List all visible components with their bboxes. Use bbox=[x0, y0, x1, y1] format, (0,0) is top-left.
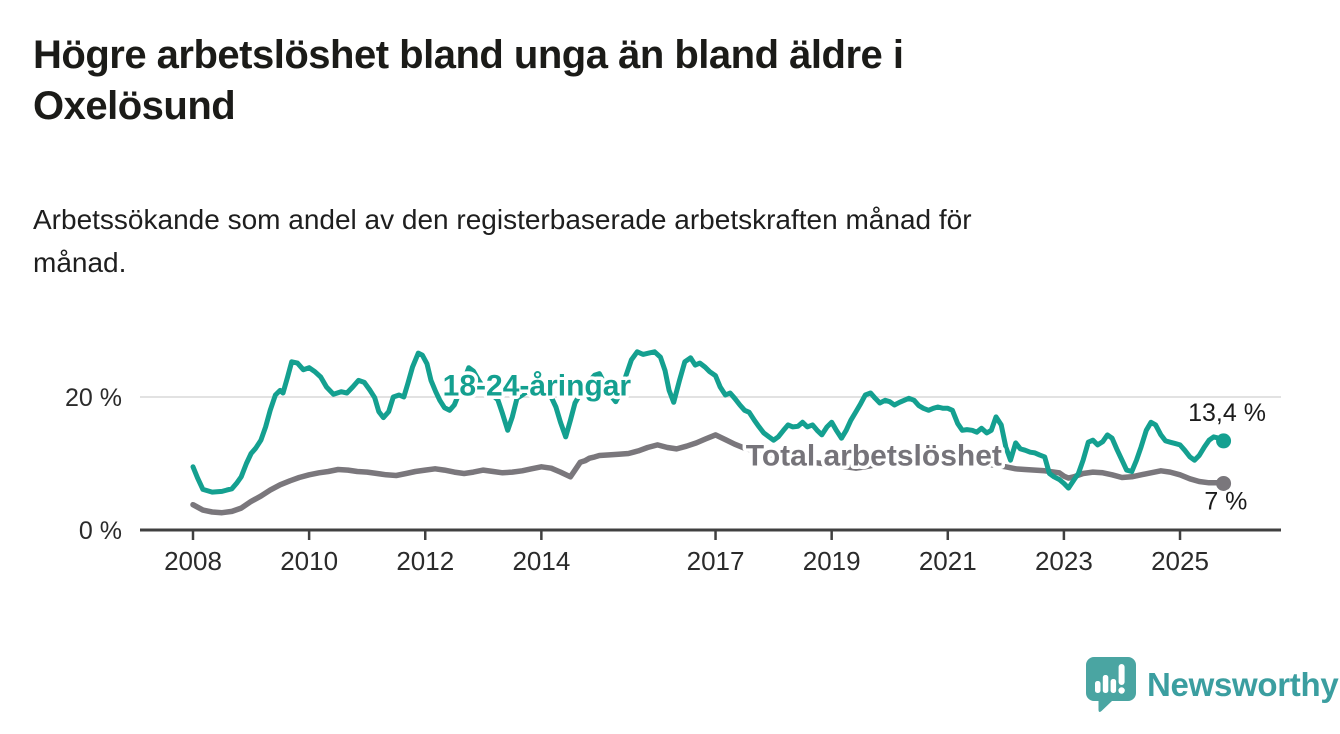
subtitle-line-1: Arbetssökande som andel av den registerb… bbox=[33, 204, 972, 235]
series-line-total bbox=[190, 432, 1227, 516]
x-tick-label: 2023 bbox=[1035, 546, 1093, 576]
x-tick-label: 2025 bbox=[1151, 546, 1209, 576]
title-line-1: Högre arbetslöshet bland unga än bland ä… bbox=[33, 33, 904, 77]
series-end-dot bbox=[1216, 475, 1232, 491]
newsworthy-bubble-chart-icon bbox=[1086, 657, 1136, 712]
y-tick-label: 20 % bbox=[65, 384, 122, 412]
series-end-dot bbox=[1216, 433, 1232, 449]
y-tick-label: 0 % bbox=[79, 517, 122, 545]
newsworthy-logo: Newsworthy bbox=[1086, 656, 1339, 713]
end-value-label: 7 % bbox=[1204, 487, 1247, 515]
series-line-young bbox=[190, 349, 1227, 495]
page-title: Högre arbetslöshet bland unga än bland ä… bbox=[33, 30, 1273, 132]
subtitle-line-2: månad. bbox=[33, 247, 127, 278]
x-tick-label: 2008 bbox=[164, 546, 222, 576]
x-tick-label: 2010 bbox=[280, 546, 338, 576]
x-tick-label: 2019 bbox=[803, 546, 861, 576]
x-tick-label: 2014 bbox=[512, 546, 570, 576]
series-label: Total arbetslöshet bbox=[746, 439, 1002, 472]
title-line-2: Oxelösund bbox=[33, 84, 236, 128]
x-tick-label: 2017 bbox=[687, 546, 745, 576]
series-label: 18-24-åringar bbox=[443, 370, 632, 403]
x-tick-label: 2021 bbox=[919, 546, 977, 576]
chart-subtitle: Arbetssökande som andel av den registerb… bbox=[33, 198, 1273, 284]
logo-wordmark: Newsworthy bbox=[1147, 665, 1339, 703]
end-value-label: 13,4 % bbox=[1188, 399, 1266, 427]
x-tick-label: 2012 bbox=[396, 546, 454, 576]
